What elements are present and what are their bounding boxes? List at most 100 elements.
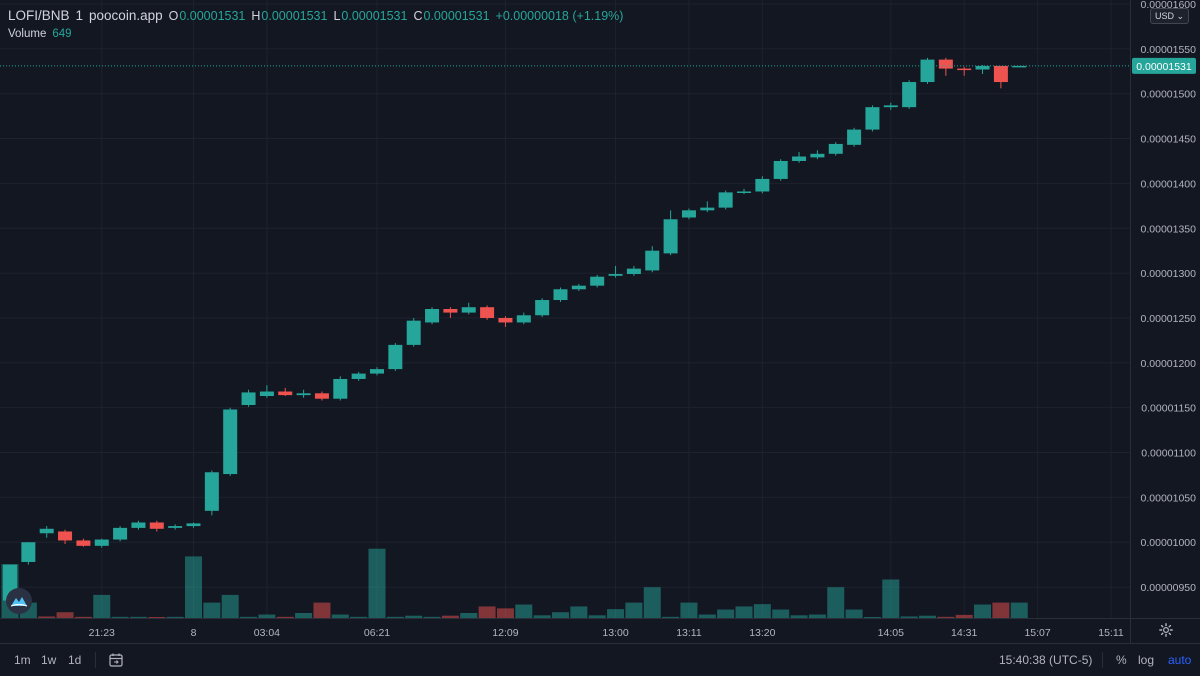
volume-bar [240,616,258,618]
time-tick-label: 21:23 [89,627,115,639]
volume-bar [295,612,313,618]
candle-body [645,250,660,271]
volume-bar [313,602,331,618]
candle [828,142,843,156]
candle-body [571,285,586,290]
ohlc-close: C0.00001531 [413,9,490,23]
candle [186,522,201,528]
candle [645,246,660,273]
volume-bar [753,604,771,618]
candle [608,265,623,278]
candle [94,538,109,548]
volume-bar [368,548,386,618]
price-tick-label: 0.00001300 [1141,268,1197,280]
toolbar-divider [95,652,96,668]
volume-bar [974,604,992,618]
time-axis[interactable]: 21:23 8 03:04 06:21 12:09 13:00 13:11 13:20 14:0… [89,627,1124,639]
last-price-badge: 0.00001531 [1132,57,1196,74]
volume-bar [533,615,551,618]
candle [792,152,807,163]
candle [938,57,953,76]
ohlc-low: L0.00001531 [333,9,408,23]
candle [113,526,128,542]
price-tick-label: 0.00001050 [1141,492,1197,504]
chart-canvas[interactable]: 0.00001600 0.00001550 0.00001500 0.00001450… [0,0,1200,643]
poocoin-logo-icon[interactable] [6,588,32,614]
candle [21,542,36,565]
candle-body [131,522,146,528]
volume-bar [478,606,496,618]
candle [516,312,531,325]
timeframe-1d-button[interactable]: 1d [68,653,82,667]
volume-bar [863,617,881,618]
log-scale-toggle[interactable]: log [1138,653,1155,667]
volume-bar [74,616,92,618]
candle-body [39,528,54,534]
volume-bar [919,615,936,618]
time-tick-label: 12:09 [492,627,518,639]
price-tick-label: 0.00001600 [1141,0,1197,11]
candle [718,190,733,210]
volume-bar [643,587,661,618]
candle-body [370,369,384,374]
volume-bar [882,579,900,618]
calendar-range-icon[interactable] [108,652,124,668]
candle [370,367,384,376]
candle [351,371,366,381]
time-tick-label: 13:00 [602,627,628,639]
pair-symbol[interactable]: LOFI/BNB [8,8,70,23]
source-label: poocoin.app [89,8,163,23]
candle [663,210,678,256]
volume-bar [955,614,973,618]
volume-bar [588,615,606,618]
candle [425,307,440,325]
candle [626,265,641,276]
volume-bar [607,609,625,618]
candle-body [553,289,568,301]
candle-body [1012,65,1027,68]
auto-scale-toggle[interactable]: auto [1168,653,1192,667]
timeframe-1w-button[interactable]: 1w [41,653,57,667]
time-tick-label: 8 [191,627,197,639]
time-tick-label: 15:07 [1024,627,1050,639]
candle-body [186,523,201,527]
volume-bar [552,612,569,618]
interval-label: 1 [75,8,84,23]
price-tick-label: 0.00001100 [1141,448,1196,460]
volume-bar [900,616,918,618]
volume-legend: Volume 649 [8,28,72,40]
currency-selector[interactable]: USD ⌄ [1150,8,1190,24]
candle-body [76,540,91,546]
candle-body [241,392,256,405]
candle [314,391,329,401]
price-axis[interactable]: 0.00001600 0.00001550 0.00001500 0.00001450… [1141,0,1197,594]
candle [333,376,348,401]
chevron-down-icon: ⌄ [1176,11,1185,21]
volume-bar [276,616,294,618]
volume-bar [258,614,276,618]
percent-scale-toggle[interactable]: % [1116,653,1127,667]
candle-body [681,210,696,218]
candle-body [480,307,495,318]
timeframe-1m-button[interactable]: 1m [14,653,31,667]
volume-bar [166,616,184,618]
candle-body [498,317,513,323]
volume-bar [937,616,955,618]
ohlc-open: O0.00001531 [168,9,246,23]
candle [957,66,972,76]
candle [571,283,586,292]
time-tick-label: 13:20 [749,627,775,639]
last-price-label: 0.00001531 [1136,61,1192,73]
time-zone-clock[interactable]: 15:40:38 (UTC-5) [999,653,1093,667]
volume-bar [790,615,808,618]
candle [296,389,311,398]
volume-bar [827,587,845,618]
price-tick-label: 0.00001250 [1141,313,1197,325]
candle-body [443,309,458,313]
candle [755,176,770,194]
gear-icon[interactable] [1159,623,1173,637]
currency-label: USD [1155,11,1175,21]
candle [681,208,696,220]
candle-body [351,373,366,379]
candle-body [810,153,825,158]
